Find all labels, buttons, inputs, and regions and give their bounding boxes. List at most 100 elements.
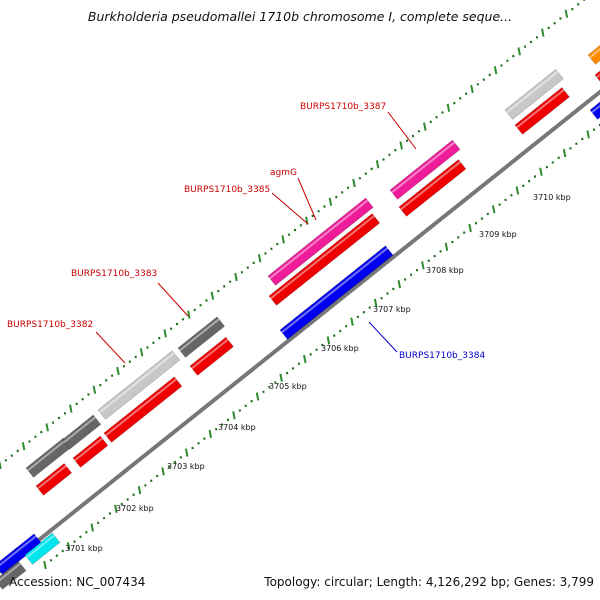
scale-label: 3702 kbp — [116, 504, 154, 513]
major-tick — [184, 448, 189, 457]
feature-highlight — [589, 47, 600, 59]
gene-label[interactable]: agmG — [270, 168, 297, 178]
major-tick — [303, 354, 307, 364]
major-tick — [139, 348, 144, 357]
feature-highlight — [400, 161, 461, 211]
feature-highlight — [596, 73, 600, 79]
feature-block[interactable] — [389, 139, 461, 200]
feature-highlight — [27, 439, 67, 472]
scale-label: 3705 kbp — [269, 382, 307, 391]
feature-highlight — [191, 338, 229, 370]
feature-block[interactable] — [504, 69, 564, 120]
feature-block[interactable] — [398, 159, 467, 217]
major-tick — [234, 272, 238, 282]
gene-label[interactable]: BURPS1710b_3382 — [7, 320, 93, 330]
major-tick — [90, 523, 94, 532]
scale-label: 3706 kbp — [321, 344, 359, 353]
gene-label[interactable]: BURPS1710b_3385 — [184, 185, 270, 195]
major-tick — [541, 28, 545, 37]
major-tick — [539, 167, 543, 176]
major-tick — [350, 317, 354, 326]
feature-highlight — [516, 89, 565, 129]
gene-label[interactable]: BURPS1710b_3387 — [300, 102, 386, 112]
scale-label: 3708 kbp — [426, 266, 464, 275]
major-tick — [210, 291, 215, 300]
label-connector — [271, 192, 309, 225]
gene-label[interactable]: BURPS1710b_3383 — [71, 269, 157, 279]
topology-value: circular — [324, 575, 369, 589]
label-connector — [387, 111, 417, 150]
feature-highlight — [269, 199, 369, 280]
feature-block[interactable] — [189, 336, 234, 376]
feature-block[interactable] — [594, 63, 600, 85]
feature-block[interactable] — [587, 43, 600, 65]
major-tick — [69, 404, 73, 413]
feature-highlight — [37, 465, 67, 490]
major-tick — [163, 329, 167, 338]
feature-block[interactable] — [35, 463, 73, 496]
feature-highlight — [179, 318, 220, 352]
topology-label: Topology: — [264, 575, 321, 589]
feature-highlight — [105, 378, 177, 437]
accession-label: Accession: — [9, 575, 73, 589]
sequence-info: Topology: circular; Length: 4,126,292 bp… — [264, 575, 594, 589]
major-tick — [399, 141, 403, 150]
label-connector — [297, 177, 317, 221]
feature-track[interactable] — [0, 43, 600, 590]
feature-block[interactable] — [589, 98, 600, 120]
feature-block[interactable] — [61, 414, 102, 450]
major-tick — [137, 485, 142, 495]
accession-info: Accession: NC_007434 — [9, 575, 145, 589]
feature-block[interactable] — [279, 245, 394, 340]
major-tick — [421, 261, 425, 270]
feature-highlight — [0, 535, 37, 567]
scale-labels: 3701 kbp 3702 kbp 3703 kbp 3704 kbp 3705 kbp… — [65, 193, 571, 553]
feature-highlight — [281, 247, 389, 334]
major-tick — [491, 205, 496, 214]
gene-labels: BURPS1710b_3382 BURPS1710b_3383 BURPS1710b… — [7, 102, 485, 364]
major-tick — [328, 197, 333, 206]
feature-block[interactable] — [97, 350, 181, 420]
major-tick — [255, 392, 260, 401]
scale-label: 3707 kbp — [373, 305, 411, 314]
gene-label[interactable]: BURPS1710b_3384 — [399, 351, 485, 361]
feature-block[interactable] — [0, 560, 27, 590]
scale-label: 3701 kbp — [65, 544, 103, 553]
major-tick — [470, 84, 474, 94]
feature-highlight — [0, 562, 21, 582]
major-tick — [45, 423, 49, 432]
feature-highlight — [26, 534, 55, 559]
scale-label: 3704 kbp — [218, 423, 256, 432]
feature-highlight — [506, 71, 559, 114]
feature-highlight — [391, 141, 456, 194]
feature-block[interactable] — [268, 213, 381, 306]
major-tick — [562, 148, 567, 158]
major-tick — [116, 366, 120, 376]
major-tick — [161, 467, 165, 476]
inner-tick-track — [43, 123, 600, 570]
major-tick — [279, 373, 283, 382]
feature-block[interactable] — [72, 435, 109, 468]
genes-label: Genes: — [513, 575, 556, 589]
outer-tick-track — [0, 0, 586, 470]
feature-block[interactable] — [24, 532, 61, 565]
major-tick — [92, 385, 97, 394]
length-value: 4,126,292 bp — [425, 575, 506, 589]
feature-block[interactable] — [267, 197, 374, 286]
feature-block[interactable] — [514, 87, 570, 135]
genes-value: 3,799 — [559, 575, 594, 589]
feature-highlight — [74, 437, 103, 462]
major-tick — [446, 103, 451, 112]
feature-block[interactable] — [103, 376, 183, 443]
major-tick — [375, 160, 380, 169]
feature-block[interactable] — [177, 316, 225, 358]
major-tick — [0, 460, 2, 470]
scale-label: 3703 kbp — [167, 462, 205, 471]
major-tick — [232, 411, 236, 420]
major-tick — [515, 186, 520, 195]
chromosome-backbone — [0, 89, 600, 574]
feature-highlight — [270, 215, 375, 300]
scale-label: 3710 kbp — [533, 193, 571, 202]
